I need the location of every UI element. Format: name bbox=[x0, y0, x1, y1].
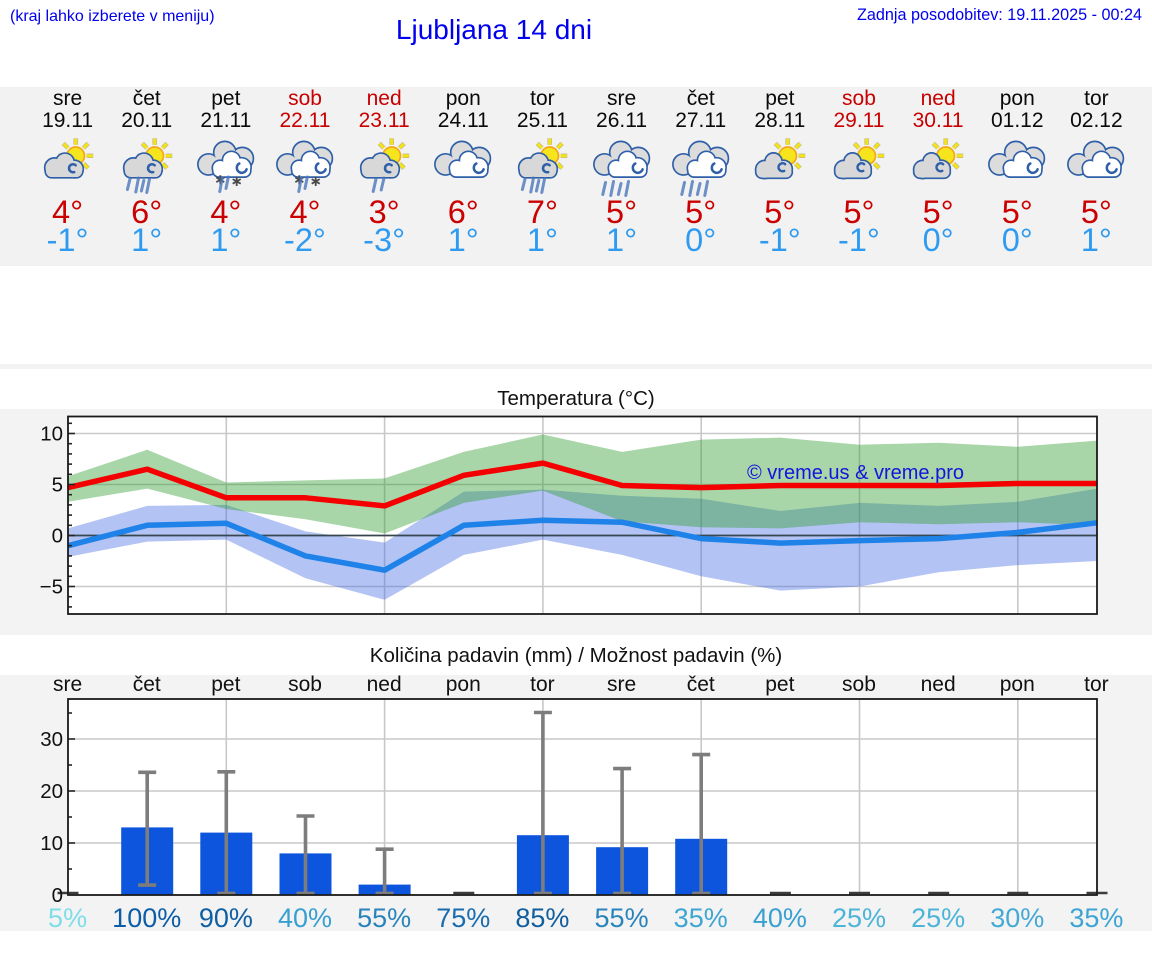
svg-text:20: 20 bbox=[40, 780, 63, 803]
svg-text:5: 5 bbox=[52, 474, 63, 497]
svg-text:10: 10 bbox=[40, 423, 63, 446]
svg-text:−5: −5 bbox=[40, 576, 63, 599]
svg-text:30: 30 bbox=[40, 728, 63, 751]
svg-text:10: 10 bbox=[40, 832, 63, 855]
svg-text:0: 0 bbox=[52, 884, 63, 907]
svg-text:0: 0 bbox=[52, 525, 63, 548]
